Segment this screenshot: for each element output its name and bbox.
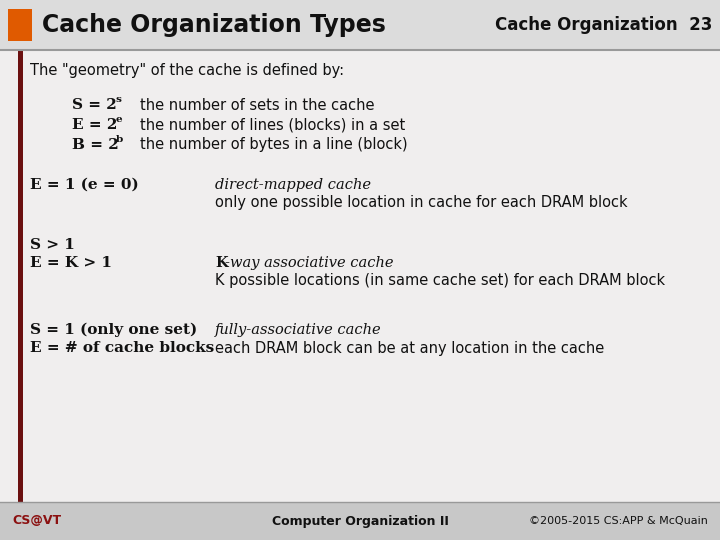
Text: Computer Organization II: Computer Organization II bbox=[271, 515, 449, 528]
Text: K: K bbox=[215, 256, 228, 270]
Text: the number of lines (blocks) in a set: the number of lines (blocks) in a set bbox=[140, 118, 405, 132]
Text: K possible locations (in same cache set) for each DRAM block: K possible locations (in same cache set)… bbox=[215, 273, 665, 288]
Text: e: e bbox=[116, 114, 122, 124]
Text: S = 1 (only one set): S = 1 (only one set) bbox=[30, 323, 197, 337]
Text: s: s bbox=[116, 94, 122, 104]
Text: E = K > 1: E = K > 1 bbox=[30, 256, 112, 270]
Text: E = 2: E = 2 bbox=[72, 118, 117, 132]
Bar bbox=[18, 50, 23, 502]
Text: fully-associative cache: fully-associative cache bbox=[215, 323, 382, 337]
Bar bbox=[8, 9, 32, 41]
Text: -way associative cache: -way associative cache bbox=[225, 256, 394, 270]
Text: CS@VT: CS@VT bbox=[12, 515, 61, 528]
Text: direct-mapped cache: direct-mapped cache bbox=[215, 178, 371, 192]
Bar bbox=[0, 0, 720, 50]
Text: the number of sets in the cache: the number of sets in the cache bbox=[140, 98, 374, 112]
Text: only one possible location in cache for each DRAM block: only one possible location in cache for … bbox=[215, 195, 628, 211]
Text: E = 1 (e = 0): E = 1 (e = 0) bbox=[30, 178, 139, 192]
Text: E = # of cache blocks: E = # of cache blocks bbox=[30, 341, 215, 355]
Text: each DRAM block can be at any location in the cache: each DRAM block can be at any location i… bbox=[215, 341, 604, 355]
Text: ©2005-2015 CS:APP & McQuain: ©2005-2015 CS:APP & McQuain bbox=[529, 516, 708, 526]
Text: S > 1: S > 1 bbox=[30, 238, 75, 252]
Bar bbox=[0, 502, 720, 540]
Text: Cache Organization  23: Cache Organization 23 bbox=[495, 16, 712, 34]
Text: The "geometry" of the cache is defined by:: The "geometry" of the cache is defined b… bbox=[30, 63, 344, 78]
Text: B = 2: B = 2 bbox=[72, 138, 119, 152]
Text: Cache Organization Types: Cache Organization Types bbox=[42, 13, 386, 37]
Text: the number of bytes in a line (block): the number of bytes in a line (block) bbox=[140, 138, 408, 152]
Text: b: b bbox=[116, 134, 123, 144]
Text: S = 2: S = 2 bbox=[72, 98, 117, 112]
Bar bbox=[0, 50, 720, 502]
